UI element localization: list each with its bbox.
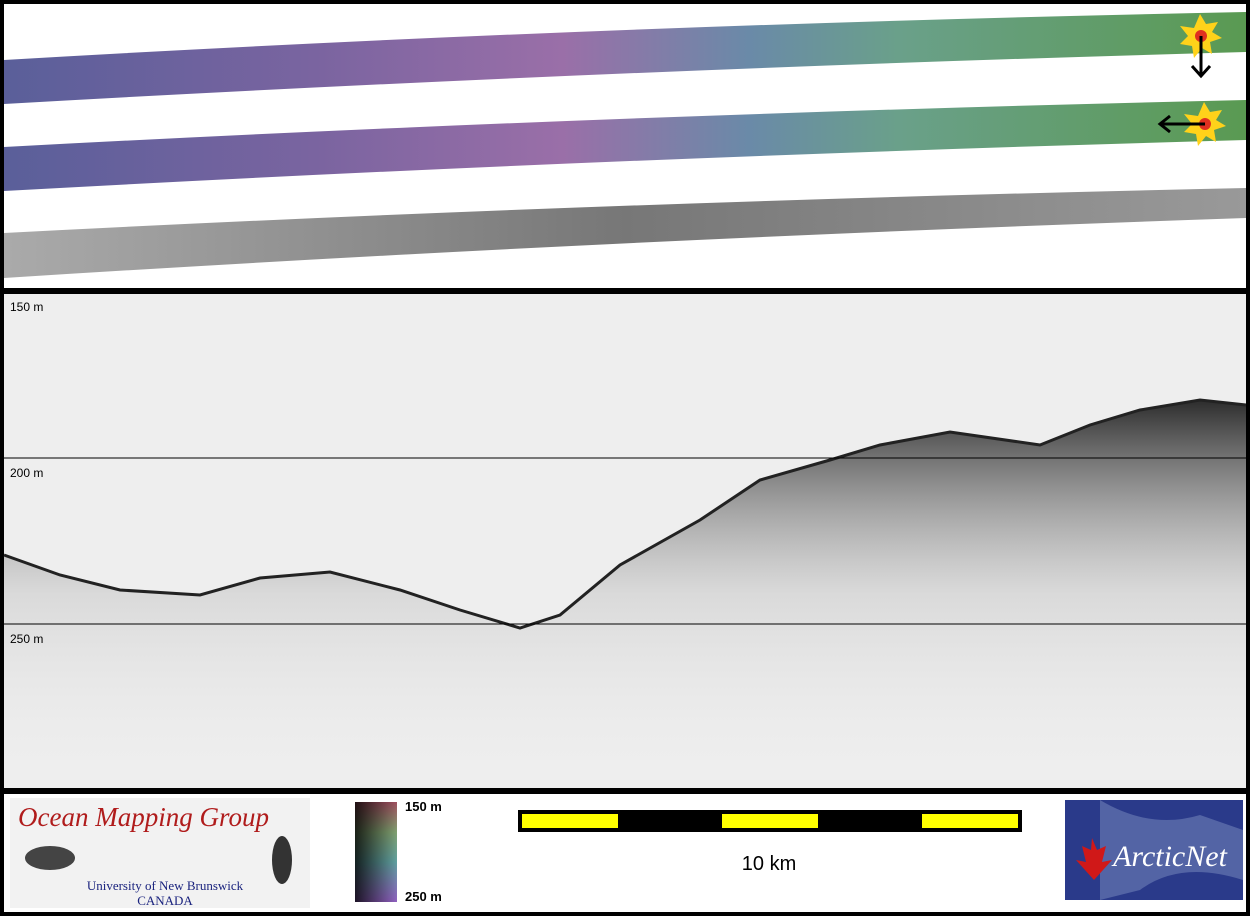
omg-title: Ocean Mapping Group: [18, 802, 269, 832]
seafloor-line: [3, 398, 1247, 630]
seafloor-echo: [4, 400, 1246, 788]
depth-label: 200 m: [10, 466, 43, 480]
bathymetry-swath: [4, 12, 1246, 104]
arcticnet-logo: ArcticNet: [1065, 800, 1243, 900]
sun-icon: [1157, 102, 1226, 146]
depth-label: 250 m: [10, 632, 43, 646]
depth-label: 150 m: [10, 300, 43, 314]
bathymetry-swath: [4, 100, 1246, 191]
colorbar: 150 m 250 m: [355, 799, 442, 904]
scale-bar: 10 km: [518, 810, 1022, 875]
omg-logo: Ocean Mapping Group University of New Br…: [10, 798, 310, 908]
omg-university: University of New Brunswick: [87, 878, 244, 893]
colorbar-label: 150 m: [405, 799, 442, 814]
scale-label: 10 km: [742, 853, 796, 875]
omg-country: CANADA: [137, 893, 193, 908]
colorbar-label: 250 m: [405, 889, 442, 904]
sidescan-swath: [4, 188, 1246, 278]
arcticnet-text: ArcticNet: [1111, 840, 1228, 873]
sun-icon: [1180, 14, 1222, 79]
